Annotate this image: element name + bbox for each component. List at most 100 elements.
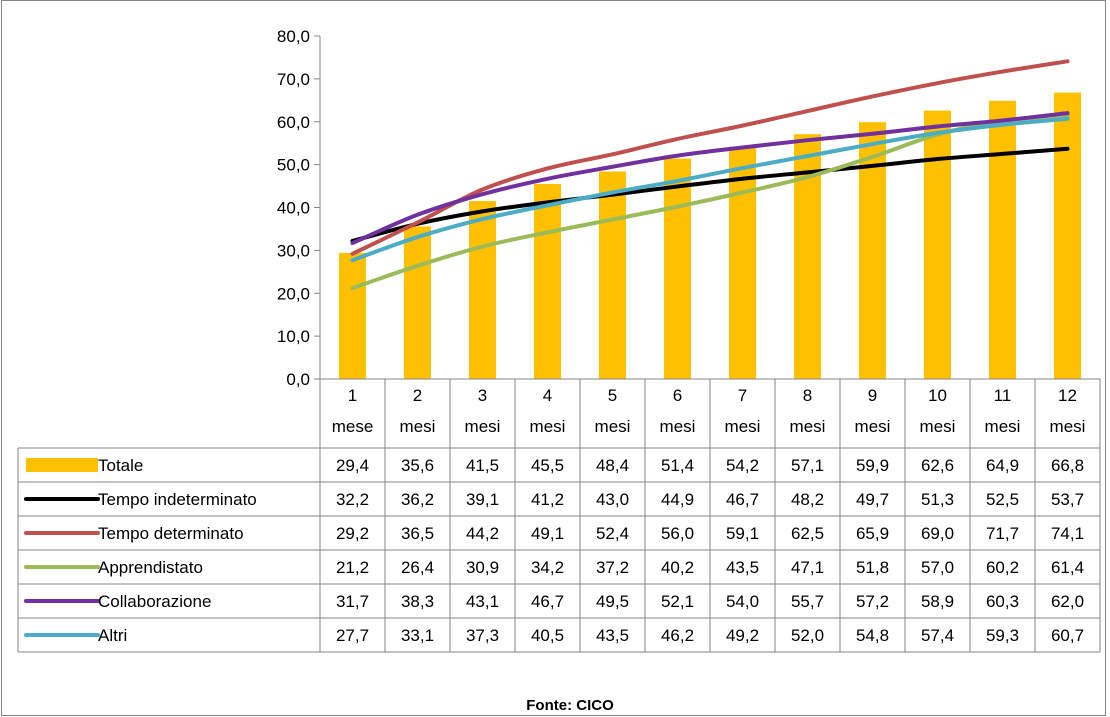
x-tick-label: 8 (803, 386, 812, 405)
series-line-collaborazione (350, 111, 1070, 246)
bar-totale (1054, 92, 1081, 379)
table-cell-value: 54,2 (726, 456, 759, 475)
table-cell-value: 31,7 (336, 592, 369, 611)
table-cell-value: 45,5 (531, 456, 564, 475)
table-cell-value: 46,2 (661, 626, 694, 645)
x-tick-label: mesi (1050, 417, 1086, 436)
table-cell-value: 59,9 (856, 456, 889, 475)
x-tick-label: 11 (994, 386, 1012, 405)
table-cell-value: 58,9 (921, 592, 954, 611)
table-cell-value: 44,9 (661, 490, 694, 509)
table-cell-value: 56,0 (661, 524, 694, 543)
table-cell-value: 32,2 (336, 490, 369, 509)
table-cell-value: 53,7 (1051, 490, 1084, 509)
table-cell-value: 35,6 (401, 456, 434, 475)
table-cell-value: 71,7 (986, 524, 1019, 543)
table-cell-value: 57,4 (921, 626, 954, 645)
table-cell-value: 21,2 (336, 558, 369, 577)
table-cell-value: 59,3 (986, 626, 1019, 645)
bar-totale (924, 110, 951, 379)
table-cell-value: 41,2 (531, 490, 564, 509)
table-cell-value: 55,7 (791, 592, 824, 611)
table-cell-value: 36,5 (401, 524, 434, 543)
table-cell-value: 60,2 (986, 558, 1019, 577)
y-tick-label: 60,0 (277, 113, 310, 132)
legend-series-name: Altri (98, 626, 127, 645)
table-cell-value: 44,2 (466, 524, 499, 543)
x-tick-label: mesi (595, 417, 631, 436)
table-cell-value: 62,6 (921, 456, 954, 475)
x-tick-label: mesi (790, 417, 826, 436)
table-cell-value: 49,1 (531, 524, 564, 543)
x-tick-label: mesi (725, 417, 761, 436)
table-cell-value: 29,2 (336, 524, 369, 543)
table-cell-value: 48,2 (791, 490, 824, 509)
bar-totale (404, 226, 431, 379)
table-cell-value: 52,4 (596, 524, 629, 543)
x-tick-label: 2 (413, 386, 422, 405)
y-tick-label: 70,0 (277, 70, 310, 89)
table-cell-value: 43,1 (466, 592, 499, 611)
table-cell-value: 46,7 (531, 592, 564, 611)
x-tick-label: mesi (855, 417, 891, 436)
table-cell-value: 66,8 (1051, 456, 1084, 475)
table-cell-value: 62,0 (1051, 592, 1084, 611)
table-cell-value: 46,7 (726, 490, 759, 509)
x-tick-label: 9 (868, 386, 877, 405)
legend-series-name: Apprendistato (98, 558, 203, 577)
table-cell-value: 43,5 (596, 626, 629, 645)
x-tick-label: mesi (985, 417, 1021, 436)
series-line-altri (350, 116, 1070, 263)
bar-totale (989, 100, 1016, 380)
x-tick-label: 12 (1058, 386, 1077, 405)
table-cell-value: 51,4 (661, 456, 694, 475)
table-cell-value: 69,0 (921, 524, 954, 543)
table-cell-value: 29,4 (336, 456, 369, 475)
x-tick-label: mesi (660, 417, 696, 436)
x-tick-label: 5 (608, 386, 617, 405)
x-tick-label: 1 (348, 386, 357, 405)
table-cell-value: 62,5 (791, 524, 824, 543)
table-cell-value: 37,2 (596, 558, 629, 577)
y-tick-label: 40,0 (277, 199, 310, 218)
table-cell-value: 60,3 (986, 592, 1019, 611)
legend-series-name: Tempo indeterminato (98, 490, 257, 509)
table-cell-value: 43,0 (596, 490, 629, 509)
table-cell-value: 48,4 (596, 456, 629, 475)
table-cell-value: 64,9 (986, 456, 1019, 475)
plot-area (339, 59, 1081, 380)
x-tick-label: mesi (465, 417, 501, 436)
x-tick-label: 6 (673, 386, 682, 405)
x-tick-label: mese (332, 417, 374, 436)
table-cell-value: 57,1 (791, 456, 824, 475)
table-cell-value: 33,1 (401, 626, 434, 645)
x-tick-label: 4 (543, 386, 552, 405)
table-cell-value: 40,5 (531, 626, 564, 645)
table-cell-value: 36,2 (401, 490, 434, 509)
series-line-tempo-determinato (350, 59, 1070, 256)
y-tick-label: 30,0 (277, 241, 310, 260)
bar-totale (599, 171, 626, 379)
table-cell-value: 52,5 (986, 490, 1019, 509)
y-tick-label: 0,0 (286, 370, 310, 389)
table-cell-value: 49,7 (856, 490, 889, 509)
legend-series-name: Collaborazione (98, 592, 211, 611)
y-tick-label: 10,0 (277, 327, 310, 346)
bar-totale (729, 146, 756, 379)
table-cell-value: 40,2 (661, 558, 694, 577)
table-cell-value: 37,3 (466, 626, 499, 645)
y-tick-label: 50,0 (277, 156, 310, 175)
bar-totale (469, 201, 496, 379)
x-tick-label: 10 (928, 386, 947, 405)
x-tick-label: 3 (478, 386, 487, 405)
y-tick-label: 80,0 (277, 27, 310, 46)
table-cell-value: 61,4 (1051, 558, 1084, 577)
table-cell-value: 27,7 (336, 626, 369, 645)
table-cell-value: 65,9 (856, 524, 889, 543)
table-cell-value: 47,1 (791, 558, 824, 577)
series-line-tempo-indeterminato (350, 146, 1070, 243)
table-cell-value: 41,5 (466, 456, 499, 475)
table-cell-value: 52,1 (661, 592, 694, 611)
bar-totale (534, 183, 561, 379)
